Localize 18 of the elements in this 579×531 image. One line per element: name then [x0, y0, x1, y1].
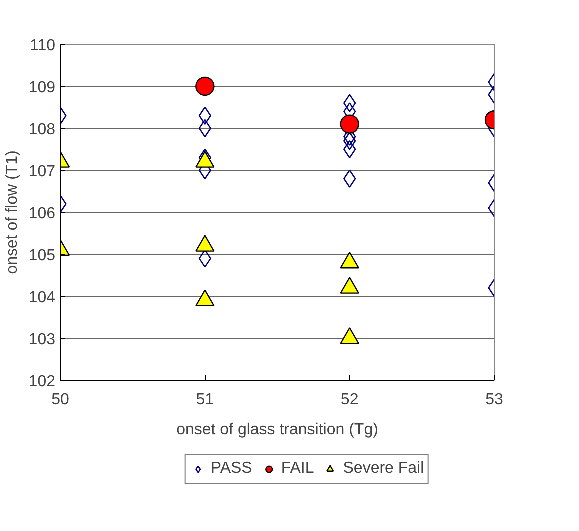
y-tick-label: 107	[28, 164, 56, 180]
y-tick-label: 109	[28, 80, 56, 96]
legend-label: FAIL	[281, 460, 314, 478]
x-axis-title: onset of glass transition (Tg)	[176, 422, 378, 438]
y-tick-label: 102	[28, 374, 56, 390]
x-tick-label: 51	[196, 392, 214, 408]
y-tick-label: 103	[28, 332, 56, 348]
y-tick-label: 106	[28, 206, 56, 222]
y-tick-label: 108	[28, 122, 56, 138]
y-tick-label: 110	[30, 38, 56, 54]
legend-label: Severe Fail	[343, 460, 424, 478]
y-tick-label: 105	[28, 248, 56, 264]
x-tick-label: 52	[340, 392, 359, 408]
x-tick-label: 50	[52, 392, 70, 408]
y-axis-title: onset of flow (T1)	[4, 150, 21, 274]
legend-label: PASS	[210, 460, 252, 478]
y-tick-label: 104	[28, 290, 56, 306]
x-tick-label: 53	[486, 392, 504, 408]
